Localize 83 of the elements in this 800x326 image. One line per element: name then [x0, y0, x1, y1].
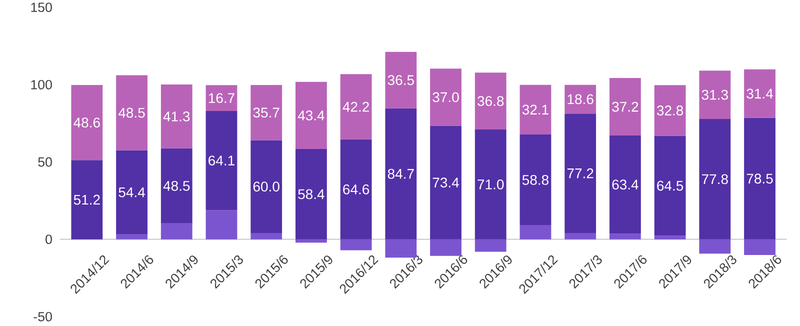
bar	[160, 223, 192, 240]
data-label: 51.2	[74, 194, 100, 205]
bar	[609, 78, 641, 136]
data-label: 64.6	[343, 184, 370, 194]
data-label: 48.5	[163, 180, 190, 191]
bar	[295, 149, 327, 240]
bar	[340, 239, 372, 250]
bar	[250, 140, 282, 233]
bar	[744, 118, 776, 240]
data-label: 60.0	[253, 182, 280, 192]
bar	[206, 85, 238, 111]
data-label: 77.2	[567, 168, 594, 178]
bar	[160, 148, 192, 224]
data-label: 73.4	[432, 178, 459, 188]
bar	[340, 74, 372, 140]
data-label: 36.5	[388, 75, 414, 86]
bar	[250, 84, 282, 140]
bar	[474, 72, 506, 130]
data-label: 16.7	[208, 93, 234, 104]
bar	[206, 110, 238, 210]
y-tick-label: 100	[31, 80, 52, 90]
data-label: 35.7	[253, 108, 280, 118]
data-label: 64.1	[208, 156, 234, 166]
data-label: 37.2	[612, 102, 638, 112]
bar	[609, 136, 641, 234]
bar	[295, 82, 327, 150]
bar	[654, 136, 686, 236]
data-label: 84.7	[388, 168, 414, 179]
bar	[654, 236, 686, 240]
data-label: 18.6	[568, 94, 594, 104]
bar	[206, 210, 238, 240]
bar	[160, 84, 192, 148]
data-label: 31.4	[746, 88, 773, 99]
data-label: 32.8	[656, 106, 684, 116]
bar	[609, 234, 641, 240]
data-label: 37.0	[432, 92, 459, 102]
bar	[744, 69, 776, 118]
bar	[71, 160, 103, 240]
data-label: 58.4	[298, 189, 324, 200]
bar	[564, 114, 596, 233]
bar	[116, 234, 148, 240]
bar	[250, 232, 282, 240]
bar	[71, 84, 103, 160]
bar	[474, 130, 506, 240]
data-label: 64.5	[657, 180, 684, 191]
bar	[340, 139, 372, 240]
bar	[699, 119, 731, 240]
y-tick-label: 150	[31, 2, 52, 12]
bar	[116, 150, 148, 234]
bar	[654, 85, 686, 136]
bar	[295, 239, 327, 243]
data-label: 41.3	[163, 112, 190, 122]
y-tick-label: 50	[38, 157, 52, 167]
bar	[564, 84, 596, 114]
data-label: 48.6	[74, 118, 100, 128]
bar	[430, 126, 462, 240]
data-label: 77.8	[702, 174, 728, 184]
bar	[116, 75, 148, 150]
data-label: 31.3	[702, 90, 728, 100]
bar	[430, 68, 462, 126]
data-label: 42.2	[342, 102, 369, 112]
bar	[520, 225, 552, 240]
bar	[564, 232, 596, 240]
data-label: 71.0	[478, 179, 504, 190]
bar	[744, 239, 776, 255]
bar	[430, 239, 462, 256]
y-tick-label: 0	[46, 234, 52, 244]
data-label: 58.8	[522, 174, 548, 185]
data-label: 48.5	[118, 108, 145, 118]
y-tick-label: -50	[34, 312, 52, 322]
bar	[520, 134, 552, 226]
bar	[699, 239, 731, 254]
bar	[520, 84, 552, 134]
data-label: 54.4	[118, 187, 145, 198]
data-label: 36.8	[478, 96, 504, 106]
data-label: 63.4	[612, 180, 638, 190]
data-label: 78.5	[746, 174, 773, 184]
bar	[699, 70, 731, 120]
data-label: 32.1	[522, 104, 548, 115]
bar	[385, 52, 417, 108]
data-label: 43.4	[298, 110, 324, 120]
bar	[385, 108, 417, 240]
bar	[474, 239, 506, 252]
